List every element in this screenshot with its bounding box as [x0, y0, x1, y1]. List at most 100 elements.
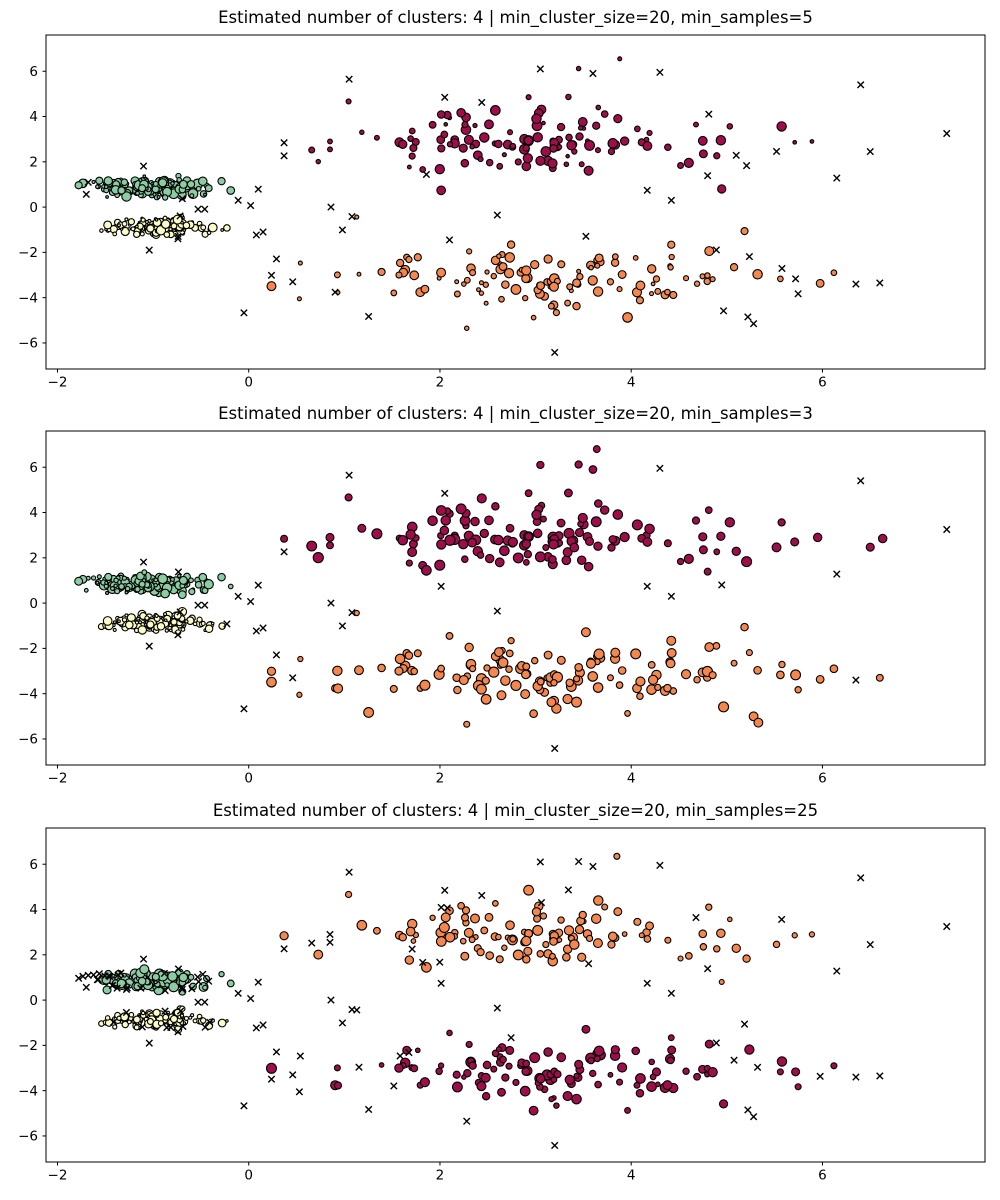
scatter-point: [313, 949, 324, 960]
scatter-point: [548, 555, 557, 564]
scatter-point: [622, 312, 633, 323]
scatter-point: [703, 567, 712, 576]
scatter-point: [613, 852, 621, 860]
noise-x-marker: [194, 205, 202, 213]
scatter-point: [536, 281, 546, 291]
noise-x-marker: [667, 196, 676, 204]
scatter-point: [877, 533, 888, 544]
scatter-point: [547, 158, 558, 169]
noise-x-marker: [692, 913, 700, 922]
scatter-point: [127, 227, 132, 231]
noise-x-marker: [327, 599, 335, 607]
noise-x-marker: [551, 744, 559, 753]
scatter-point: [546, 697, 557, 708]
scatter-point: [312, 552, 324, 564]
x-tick-label: 6: [818, 1168, 827, 1184]
scatter-point: [160, 219, 171, 229]
noise-x-marker: [441, 489, 449, 497]
noise-x-marker: [794, 290, 802, 298]
noise-x-marker: [419, 958, 427, 967]
noise-x-marker: [437, 979, 445, 988]
scatter-point: [741, 556, 753, 568]
subplot-2: −2 0 2 4 6 −6 −4 −2 0 2 4 6: [18, 430, 986, 787]
scatter-point: [484, 553, 495, 564]
noise-x-marker: [943, 525, 951, 534]
noise-x-marker: [176, 212, 184, 220]
noise-x-marker: [348, 212, 356, 221]
scatter-point: [875, 673, 884, 682]
scatter-point: [731, 943, 741, 953]
scatter-point: [170, 222, 178, 230]
scatter-point: [265, 1062, 278, 1074]
scatter-point: [506, 129, 514, 136]
scatter-point: [409, 270, 420, 281]
scatter-point: [578, 910, 587, 920]
subplot-1-ticks: −2 0 2 4 6 −6 −4 −2 0 2 4 6: [18, 64, 827, 391]
scatter-point: [436, 185, 447, 196]
scatter-point: [587, 1056, 595, 1065]
scatter-point: [461, 281, 467, 287]
scatter-point: [438, 921, 450, 934]
noise-x-marker: [705, 110, 713, 118]
scatter-point: [454, 279, 460, 285]
scatter-point: [410, 667, 419, 676]
noise-x-marker: [82, 190, 90, 198]
scatter-point: [315, 158, 322, 165]
scatter-point: [139, 231, 145, 237]
scatter-point: [525, 94, 532, 101]
noise-x-marker: [551, 348, 559, 357]
scatter-point: [435, 505, 447, 516]
scatter-point: [463, 276, 471, 284]
scatter-point: [160, 588, 171, 599]
noise-x-marker: [338, 622, 347, 630]
scatter-point: [830, 269, 838, 277]
scatter-point: [587, 275, 598, 286]
scatter-point: [134, 586, 141, 593]
noise-x-marker: [246, 201, 255, 210]
noise-x-marker: [719, 307, 728, 315]
scatter-point: [577, 512, 588, 524]
x-tick-label: 4: [627, 1168, 636, 1184]
scatter-point: [478, 290, 485, 296]
scatter-point: [407, 547, 418, 558]
scatter-point: [726, 123, 734, 130]
scatter-point: [547, 302, 555, 310]
scatter-point: [790, 669, 802, 681]
scatter-point: [178, 575, 188, 585]
scatter-point: [437, 1062, 445, 1069]
noise-x-marker: [718, 581, 726, 589]
scatter-point: [74, 181, 83, 190]
noise-x-marker: [267, 271, 276, 279]
scatter-point: [124, 620, 134, 630]
axes-border: [45, 34, 986, 370]
scatter-point: [446, 141, 454, 148]
scatter-point: [484, 515, 494, 526]
subplot-3-title: Estimated number of clusters: 4 | min_cl…: [212, 801, 819, 820]
scatter-point: [327, 138, 333, 145]
scatter-point: [483, 664, 491, 672]
noise-x-marker: [254, 978, 262, 986]
scatter-point: [771, 542, 782, 553]
scatter-point: [162, 215, 168, 221]
scatter-point: [488, 666, 500, 678]
scatter-point: [154, 218, 159, 222]
scatter-point: [308, 146, 316, 154]
scatter-point: [631, 1046, 640, 1056]
scatter-point: [333, 1064, 341, 1072]
scatter-point: [776, 121, 787, 132]
scatter-point: [575, 65, 582, 72]
noise-x-marker: [174, 235, 182, 243]
scatter-point: [480, 1072, 491, 1083]
scatter-point: [535, 155, 546, 166]
scatter-point: [647, 264, 657, 274]
scatter-point: [730, 659, 738, 667]
scatter-point: [576, 268, 582, 274]
scatter-point: [490, 272, 498, 280]
scatter-point: [522, 153, 533, 164]
scatter-point: [202, 984, 208, 991]
noise-x-marker: [441, 93, 449, 101]
scatter-point: [110, 586, 115, 591]
noise-x-marker: [272, 255, 281, 263]
scatter-point: [504, 252, 516, 263]
noise-x-marker: [82, 983, 90, 991]
